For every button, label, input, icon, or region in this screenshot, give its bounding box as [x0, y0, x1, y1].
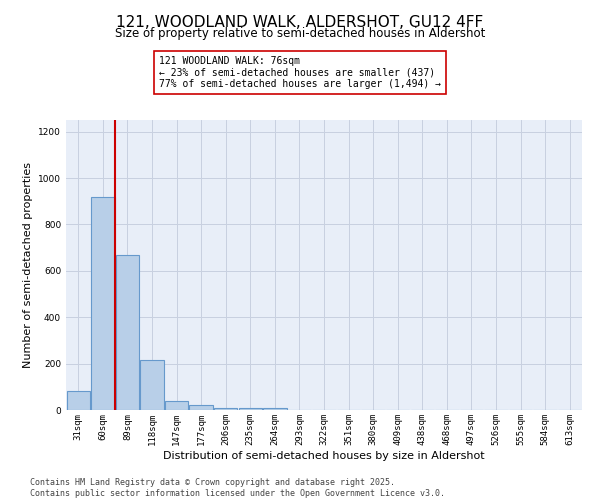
Bar: [67, 392, 90, 410]
Text: Size of property relative to semi-detached houses in Aldershot: Size of property relative to semi-detach…: [115, 28, 485, 40]
Bar: [263, 408, 287, 410]
Text: 121 WOODLAND WALK: 76sqm
← 23% of semi-detached houses are smaller (437)
77% of : 121 WOODLAND WALK: 76sqm ← 23% of semi-d…: [159, 56, 441, 90]
X-axis label: Distribution of semi-detached houses by size in Aldershot: Distribution of semi-detached houses by …: [163, 450, 485, 460]
Text: 121, WOODLAND WALK, ALDERSHOT, GU12 4FF: 121, WOODLAND WALK, ALDERSHOT, GU12 4FF: [116, 15, 484, 30]
Y-axis label: Number of semi-detached properties: Number of semi-detached properties: [23, 162, 32, 368]
Bar: [190, 406, 213, 410]
Bar: [116, 254, 139, 410]
Bar: [214, 408, 238, 410]
Bar: [91, 196, 115, 410]
Text: Contains HM Land Registry data © Crown copyright and database right 2025.
Contai: Contains HM Land Registry data © Crown c…: [30, 478, 445, 498]
Bar: [239, 408, 262, 410]
Bar: [140, 360, 164, 410]
Bar: [165, 401, 188, 410]
